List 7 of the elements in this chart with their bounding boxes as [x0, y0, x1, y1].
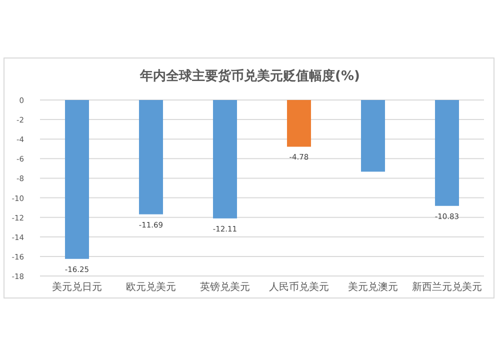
x-tick-label: 美元兑澳元 — [348, 281, 398, 293]
x-tick-label: 欧元兑美元 — [126, 281, 176, 293]
x-tick-label: 英镑兑美元 — [200, 281, 250, 293]
x-tick-label: 新西兰元兑美元 — [412, 281, 482, 293]
x-tick-label: 美元兑日元 — [52, 281, 102, 293]
chart-title: 年内全球主要货币兑美元贬值幅度(%) — [139, 68, 360, 84]
x-tick-label: 人民币兑美元 — [269, 281, 329, 293]
